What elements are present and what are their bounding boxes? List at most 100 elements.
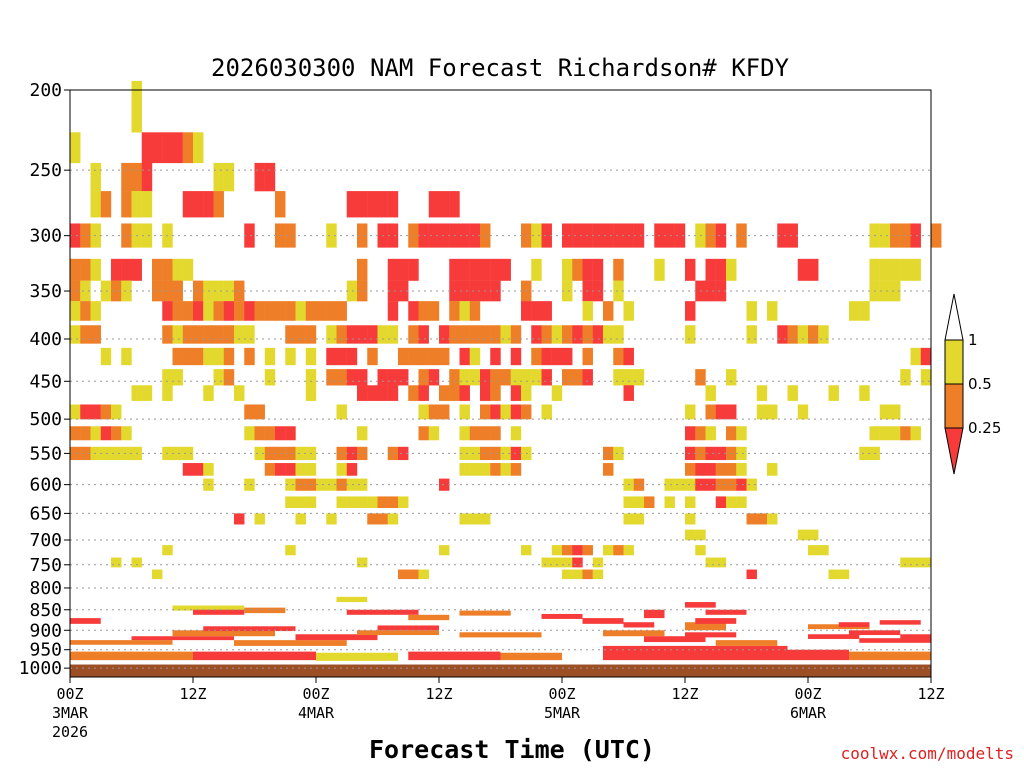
ri-cell — [603, 301, 614, 321]
ri-cell — [90, 404, 101, 420]
ri-cell — [182, 132, 194, 164]
ri-cell — [705, 280, 716, 302]
ri-cell — [193, 463, 204, 476]
ri-cell — [726, 426, 737, 441]
ri-cell — [111, 446, 122, 461]
chart-title: 2026030300 NAM Forecast Richardson# KFDY — [211, 54, 790, 82]
ri-cell — [182, 463, 194, 476]
ri-cell — [213, 191, 224, 218]
ri-cell — [223, 280, 235, 302]
ri-cell — [213, 369, 224, 386]
ri-cell — [367, 325, 378, 344]
ri-cell — [357, 426, 368, 441]
ri-cell — [603, 463, 614, 476]
ri-cell — [172, 301, 183, 321]
colorbar-label: 0.25 — [968, 419, 1001, 437]
ri-cell — [603, 545, 614, 556]
ri-cell — [592, 325, 604, 344]
ri-cell — [521, 404, 532, 420]
ri-cell — [777, 223, 788, 248]
ri-cell — [541, 404, 552, 420]
ri-cell — [469, 325, 481, 344]
ri-cell — [480, 513, 491, 525]
ri-cell — [705, 258, 716, 281]
ri-cell — [572, 545, 583, 556]
ri-cell — [715, 258, 727, 281]
ri-cell — [141, 162, 153, 192]
ri-cell — [582, 347, 593, 366]
ri-cell — [859, 446, 870, 461]
ri-cell — [285, 496, 296, 509]
ri-cell — [900, 369, 911, 386]
ri-cell — [428, 426, 440, 441]
ri-cell — [326, 513, 337, 525]
ri-cell — [203, 325, 214, 344]
x-tick-label: 12Z — [917, 685, 944, 703]
ri-cell — [480, 426, 491, 441]
ri-cell — [141, 385, 153, 401]
y-tick-label: 450 — [29, 371, 62, 392]
ri-cell — [162, 545, 173, 556]
ri-cell — [346, 496, 358, 509]
ri-cell — [900, 426, 911, 441]
ri-cell — [592, 223, 604, 248]
ri-cell — [500, 369, 511, 386]
ri-cell — [562, 557, 573, 568]
x-tick-label: 3MAR — [52, 704, 89, 722]
ri-cell — [387, 496, 399, 509]
ri-cell — [531, 301, 542, 321]
ri-cell — [592, 280, 604, 302]
ri-cell — [152, 258, 163, 281]
ri-cell — [398, 347, 409, 366]
ri-cell — [459, 463, 470, 476]
ri-cell — [90, 191, 101, 218]
plot-frame — [69, 89, 932, 678]
ri-cell — [469, 258, 481, 281]
ri-cell — [551, 385, 563, 401]
ri-band — [541, 613, 583, 619]
x-tick-label: 00Z — [794, 685, 821, 703]
ri-cell — [285, 463, 296, 476]
ri-cell — [541, 347, 552, 366]
ri-cell — [111, 426, 122, 441]
ri-cell — [295, 463, 306, 476]
ri-cell — [408, 258, 419, 281]
ri-cell — [70, 258, 81, 281]
y-tick-label: 650 — [29, 503, 62, 524]
ri-cell — [377, 513, 388, 525]
ri-cell — [510, 347, 522, 366]
x-tick-label: 12Z — [179, 685, 206, 703]
ri-cell — [172, 258, 183, 281]
ri-cell — [100, 426, 112, 441]
ri-cell — [879, 258, 891, 281]
ri-cell — [797, 404, 809, 420]
ri-cell — [490, 325, 501, 344]
y-tick-label: 850 — [29, 600, 62, 621]
ri-cell — [182, 191, 194, 218]
ri-cell — [275, 301, 286, 321]
colorbar-label: 0.5 — [968, 375, 992, 393]
ri-cell — [264, 347, 276, 366]
ri-cell — [80, 404, 91, 420]
ri-cell — [726, 369, 737, 386]
ri-cell — [562, 369, 573, 386]
ri-cell — [264, 463, 276, 476]
ri-cell — [459, 426, 470, 441]
ri-cell — [346, 347, 358, 366]
ri-cell — [254, 404, 265, 420]
ri-band — [685, 622, 726, 631]
ri-cell — [131, 162, 142, 192]
ri-cell — [121, 223, 132, 248]
ri-cell — [439, 191, 450, 218]
ri-cell — [459, 404, 470, 420]
ri-cell — [336, 301, 347, 321]
ri-cell — [398, 258, 409, 281]
ri-cell — [428, 347, 440, 366]
ri-cell — [910, 223, 921, 248]
ri-band — [357, 630, 439, 636]
ri-cell — [398, 446, 409, 461]
ri-cell — [633, 496, 645, 509]
ri-cell — [623, 369, 634, 386]
ri-cell — [172, 446, 183, 461]
y-tick-label: 300 — [29, 226, 62, 247]
